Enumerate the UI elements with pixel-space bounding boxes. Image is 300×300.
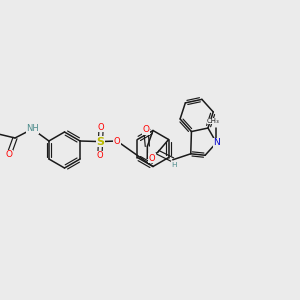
Text: O: O (114, 136, 120, 146)
Text: N: N (213, 138, 220, 147)
Text: H: H (172, 162, 177, 168)
Text: O: O (98, 123, 104, 132)
Text: CH₃: CH₃ (207, 118, 220, 124)
Text: O: O (149, 154, 155, 163)
Text: O: O (5, 150, 13, 159)
Text: S: S (97, 136, 104, 147)
Text: O: O (97, 152, 103, 160)
Text: NH: NH (26, 124, 39, 134)
Text: O: O (142, 125, 149, 134)
